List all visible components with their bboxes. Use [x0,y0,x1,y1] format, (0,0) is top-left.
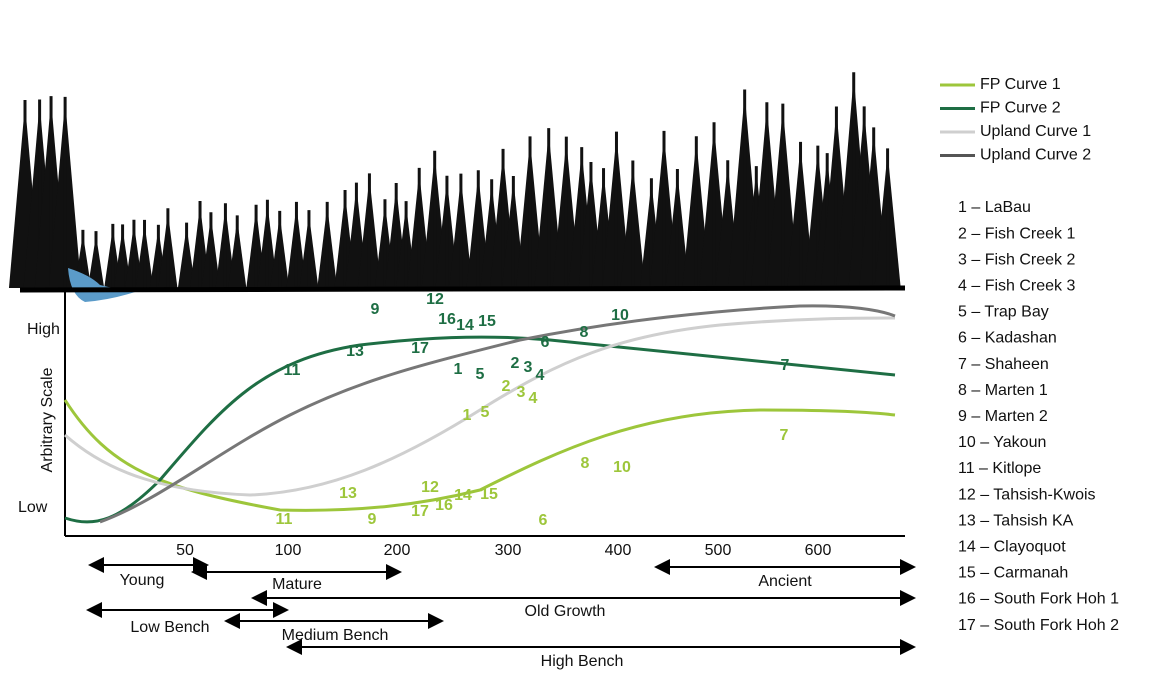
y-axis-label: Arbitrary Scale [39,367,56,472]
fp1-point: 3 [517,384,526,401]
fp2-point: 17 [411,340,429,357]
fp2-point: 14 [456,317,474,334]
fp1-point: 12 [421,479,439,496]
period-label: Young [120,572,165,589]
fp1-point: 9 [368,511,377,528]
fp2-point: 3 [524,359,533,376]
site-label: 14 – Clayoquot [958,539,1066,556]
site-label: 7 – Shaheen [958,356,1049,373]
fp2-point: 16 [438,311,456,328]
y-low: Low [18,499,48,516]
fp1-point: 16 [435,497,453,514]
site-label: 3 – Fish Creek 2 [958,251,1075,268]
site-label: 1 – LaBau [958,199,1031,216]
period-label: Ancient [758,573,812,590]
upland-curve-1 [64,316,896,497]
site-label: 15 – Carmanah [958,565,1068,582]
fp2-point: 8 [580,324,589,341]
site-label: 17 – South Fork Hoh 2 [958,617,1119,634]
fp2-point: 6 [541,334,550,351]
fp1-point: 1 [463,407,472,424]
legend-label: Upland Curve 1 [980,123,1091,140]
fp-curve-2 [64,335,896,524]
site-label: 11 – Kitlope [958,460,1041,477]
fp1-point: 13 [339,485,357,502]
site-label: 12 – Tahsish-Kwois [958,486,1096,503]
site-label: 4 – Fish Creek 3 [958,278,1075,295]
fp1-point: 14 [454,487,472,504]
site-label: 13 – Tahsish KA [958,512,1074,529]
fp1-point: 2 [502,378,511,395]
site-label: 9 – Marten 2 [958,408,1048,425]
x-tick-label: 400 [605,542,632,559]
x-tick-label: 500 [705,542,732,559]
legend-label: FP Curve 2 [980,100,1061,117]
fp1-point: 11 [276,511,293,528]
fp2-point: 4 [536,367,545,384]
legend-label: Upland Curve 2 [980,147,1091,164]
period-label: Mature [272,576,322,593]
fp1-point: 15 [480,486,498,503]
fp2-point: 12 [426,291,444,308]
x-tick-label: 300 [495,542,522,559]
fp1-point: 5 [481,404,490,421]
x-tick-label: 100 [275,542,302,559]
site-label: 8 – Marten 1 [958,382,1048,399]
fp1-point: 17 [411,503,429,520]
forest [8,72,901,289]
period-label: Old Growth [525,603,606,620]
fp2-point: 13 [346,343,364,360]
ground [19,285,906,293]
fp1-point: 6 [539,512,548,529]
legend-label: FP Curve 1 [980,76,1061,93]
fp2-point: 7 [781,357,790,374]
fp2-point: 10 [611,307,629,324]
fp2-point: 5 [476,366,485,383]
period-label: Low Bench [130,619,209,636]
water [68,268,135,302]
fp1-point: 4 [529,390,538,407]
fp1-point: 8 [581,455,590,472]
fp2-point: 9 [371,301,380,318]
fp1-point: 7 [780,427,789,444]
x-tick-label: 200 [384,542,411,559]
fp2-point: 15 [478,313,496,330]
upland-curve-2 [99,304,896,524]
site-label: 10 – Yakoun [958,434,1046,451]
fp1-point: 10 [613,459,631,476]
fp2-point: 2 [511,355,520,372]
site-label: 5 – Trap Bay [958,304,1049,321]
period-label: High Bench [541,653,624,670]
site-label: 6 – Kadashan [958,330,1057,347]
fp2-point: 11 [284,362,301,379]
period-label: Medium Bench [282,627,389,644]
x-tick-label: 50 [176,542,194,559]
labels: 50 100 200 300 400 500 600 Young Mature Ancient Ol… [86,76,1119,670]
site-label: 2 – Fish Creek 1 [958,225,1075,242]
y-high: High [27,321,60,338]
site-label: 16 – South Fork Hoh 1 [958,591,1119,608]
fp2-point: 1 [454,361,463,378]
x-tick-label: 600 [805,542,832,559]
